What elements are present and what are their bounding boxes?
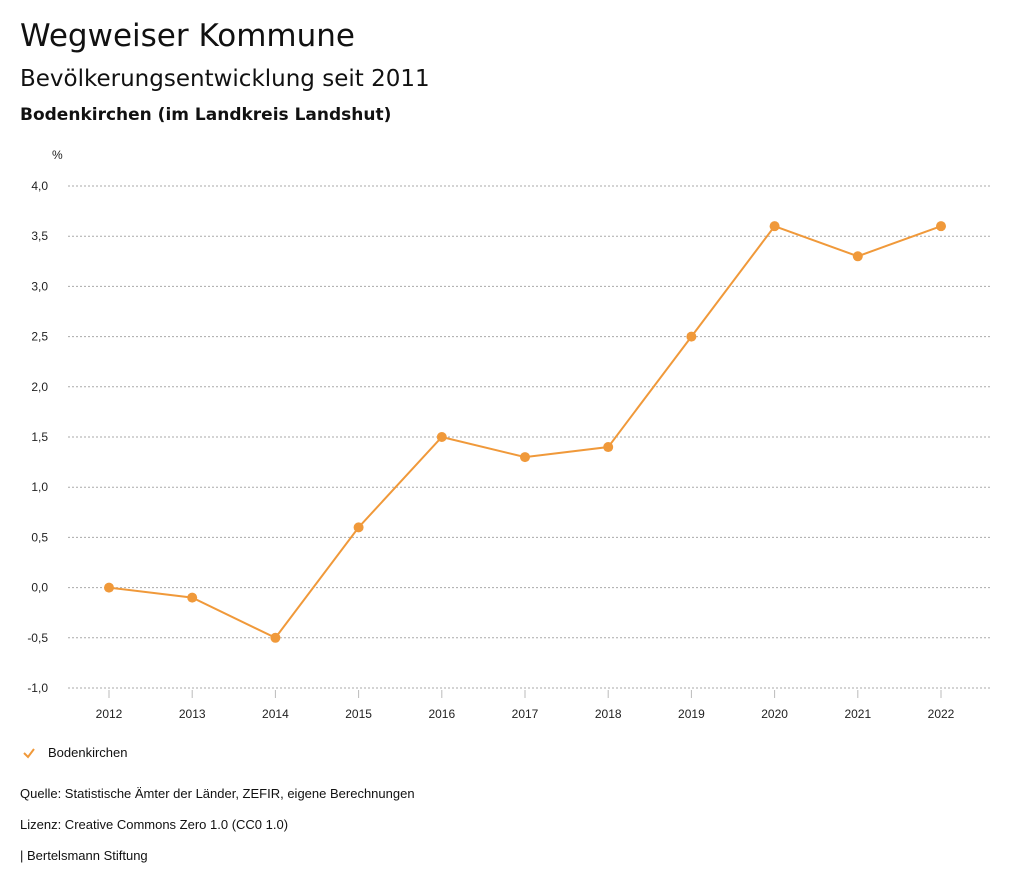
x-tick-label: 2019 (678, 707, 705, 721)
y-tick-label: 1,5 (31, 430, 48, 444)
chart-subtitle: Bevölkerungsentwicklung seit 2011 (20, 66, 430, 92)
x-tick-label: 2020 (761, 707, 788, 721)
y-tick-label: 2,5 (31, 330, 48, 344)
series-line (108, 224, 942, 640)
region-title: Bodenkirchen (im Landkreis Landshut) (20, 105, 392, 125)
y-axis-label: % (52, 148, 63, 162)
x-tick-label: 2021 (844, 707, 871, 721)
publisher-note: | Bertelsmann Stiftung (20, 848, 148, 863)
y-tick-label: 0,5 (31, 530, 48, 544)
x-tick-label: 2012 (96, 707, 123, 721)
line-chart: % 4,0 3,5 3,0 2,5 2,0 1,5 1,0 0,5 0,0 -0,5 -1,0 2012… (27, 148, 990, 721)
y-tick-label: 3,5 (31, 229, 48, 243)
license-note: Lizenz: Creative Commons Zero 1.0 (CC0 1… (20, 817, 289, 832)
data-point (104, 582, 114, 593)
legend-item[interactable]: Bodenkirchen (22, 745, 128, 760)
data-point (769, 221, 780, 232)
app-title: Wegweiser Kommune (20, 18, 355, 54)
y-tick-label: 4,0 (31, 179, 48, 193)
data-point (270, 632, 281, 643)
data-point (353, 522, 364, 533)
y-tick-label: 2,0 (31, 380, 48, 394)
x-tick-label: 2022 (928, 707, 955, 721)
data-point (852, 251, 863, 262)
y-tick-label: 0,0 (31, 581, 48, 595)
data-point (686, 331, 697, 342)
data-point (936, 221, 946, 232)
x-tick-label: 2016 (428, 707, 455, 721)
y-tick-label: 1,0 (31, 480, 48, 494)
data-point (436, 432, 447, 442)
x-tick-label: 2018 (595, 707, 622, 721)
data-point (520, 452, 530, 463)
x-tick-label: 2017 (512, 707, 539, 721)
data-point (187, 592, 198, 603)
x-tick-label: 2013 (179, 707, 206, 721)
x-tick-label: 2015 (345, 707, 372, 721)
data-point (603, 442, 614, 453)
x-tick-label: 2014 (262, 707, 289, 721)
legend-label: Bodenkirchen (48, 745, 128, 760)
y-tick-label: -0,5 (27, 631, 48, 645)
y-tick-label: 3,0 (31, 279, 48, 293)
y-tick-label: -1,0 (27, 681, 48, 695)
source-note: Quelle: Statistische Ämter der Länder, Z… (20, 786, 415, 801)
check-icon (23, 747, 35, 759)
